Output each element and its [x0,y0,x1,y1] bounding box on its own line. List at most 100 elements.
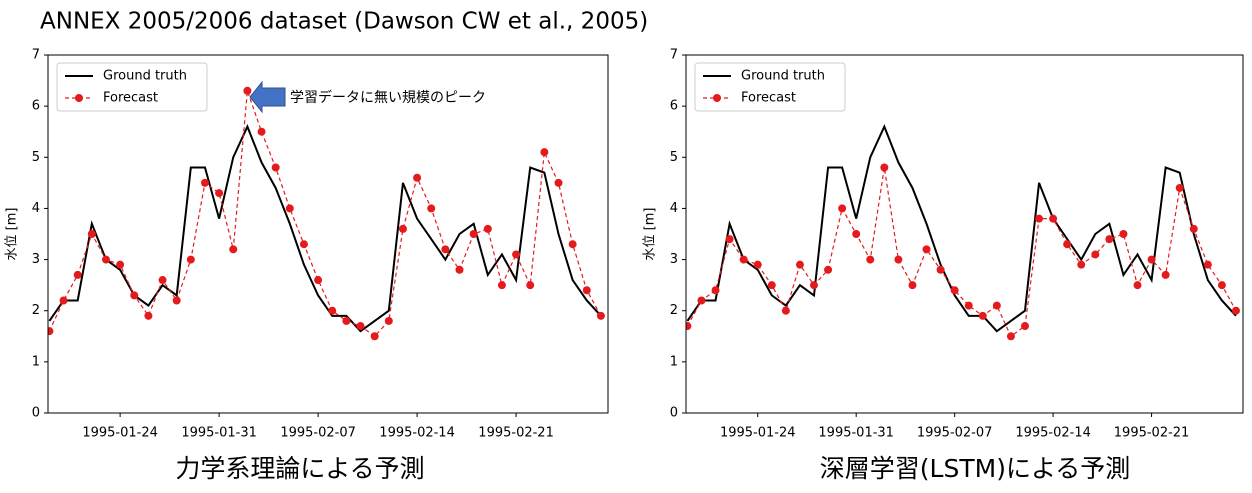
y-tick-label: 0 [32,406,40,421]
y-tick-label: 6 [670,99,678,114]
forecast-point [781,306,790,315]
legend-box [56,62,208,112]
y-axis-label: 水位 [m] [5,208,20,261]
forecast-point [101,255,110,264]
annotation-arrow [249,80,286,114]
forecast-point [398,224,407,233]
forecast-point [48,327,54,336]
forecast-point [342,316,351,325]
y-tick-label: 2 [670,303,678,318]
forecast-point [838,204,847,213]
forecast-point [894,255,903,264]
x-tick-label: 1995-01-24 [720,426,796,441]
slide-title: ANNEX 2005/2006 dataset (Dawson CW et al… [40,9,648,35]
forecast-point [483,224,492,233]
forecast-point [725,235,734,244]
forecast-point [964,301,973,310]
series-line [48,90,602,338]
forecast-point [795,260,804,269]
forecast-point [229,245,238,254]
forecast-point [908,281,917,290]
y-tick-label: 2 [32,303,40,318]
forecast-point [427,204,436,213]
forecast-point [413,173,422,182]
forecast-point [441,245,450,254]
y-tick-label: 4 [670,201,678,216]
y-axis-label: 水位 [m] [643,208,658,261]
forecast-point [540,148,549,157]
forecast-point [686,322,692,331]
y-tick-label: 3 [670,252,678,267]
x-tick-label: 1995-02-14 [1015,426,1091,441]
forecast-point [554,178,563,187]
y-tick-label: 7 [670,48,678,63]
legend-label: Forecast [103,91,158,106]
forecast-point [158,276,167,285]
forecast-point [526,281,535,290]
x-tick-label: 1995-02-21 [478,426,554,441]
forecast-point [299,240,308,249]
forecast-point [200,178,209,187]
x-tick-label: 1995-02-07 [917,426,993,441]
legend-label: Ground truth [741,69,825,84]
forecast-point [384,316,393,325]
plot-frame [685,54,1244,414]
forecast-point [285,204,294,213]
x-tick-label: 1995-02-21 [1114,426,1190,441]
forecast-point [356,322,365,331]
forecast-point [950,286,959,295]
forecast-point [582,286,591,295]
forecast-point [1147,255,1156,264]
forecast-point [1077,260,1086,269]
forecast-point [469,230,478,238]
forecast-point [1063,240,1072,249]
forecast-point [697,296,706,305]
forecast-point [1119,230,1128,238]
forecast-point [1189,224,1198,233]
y-tick-label: 0 [670,406,678,421]
forecast-point [59,296,68,305]
y-tick-label: 4 [32,201,40,216]
series-line [686,167,1237,338]
forecast-point [978,311,987,320]
forecast-point [1203,260,1212,269]
legend-label: Ground truth [103,69,187,84]
x-tick-label: 1995-02-14 [379,426,455,441]
x-tick-label: 1995-01-31 [181,426,257,441]
forecast-point [172,296,181,305]
forecast-point [922,245,931,254]
forecast-point [1091,250,1100,259]
forecast-point [711,286,720,295]
forecast-point [314,276,323,285]
forecast-point [328,306,337,315]
forecast-point [215,189,224,198]
forecast-point [271,163,280,172]
y-tick-label: 5 [670,150,678,165]
forecast-point [370,332,379,341]
forecast-point [596,311,605,320]
forecast-point [992,301,1001,310]
annotation: 学習データに無い規模のピーク [290,89,486,106]
forecast-point [497,281,506,290]
forecast-point [1161,270,1170,279]
forecast-point [880,163,889,172]
caption: 力学系理論による予測 [175,454,424,483]
series-line [686,124,1237,333]
x-tick-label: 1995-02-07 [280,426,356,441]
forecast-point [455,265,464,274]
legend-label: Forecast [741,91,796,106]
forecast-point [1035,214,1044,223]
forecast-point [1133,281,1142,290]
forecast-point [753,260,762,269]
forecast-point [130,291,139,300]
legend-box [694,62,846,112]
forecast-point [87,230,96,238]
forecast-point [1105,235,1114,244]
forecast-point [568,240,577,249]
forecast-point [73,270,82,279]
forecast-point [116,260,125,269]
forecast-point [767,281,776,290]
forecast-point [1006,332,1015,341]
forecast-point [824,265,833,274]
